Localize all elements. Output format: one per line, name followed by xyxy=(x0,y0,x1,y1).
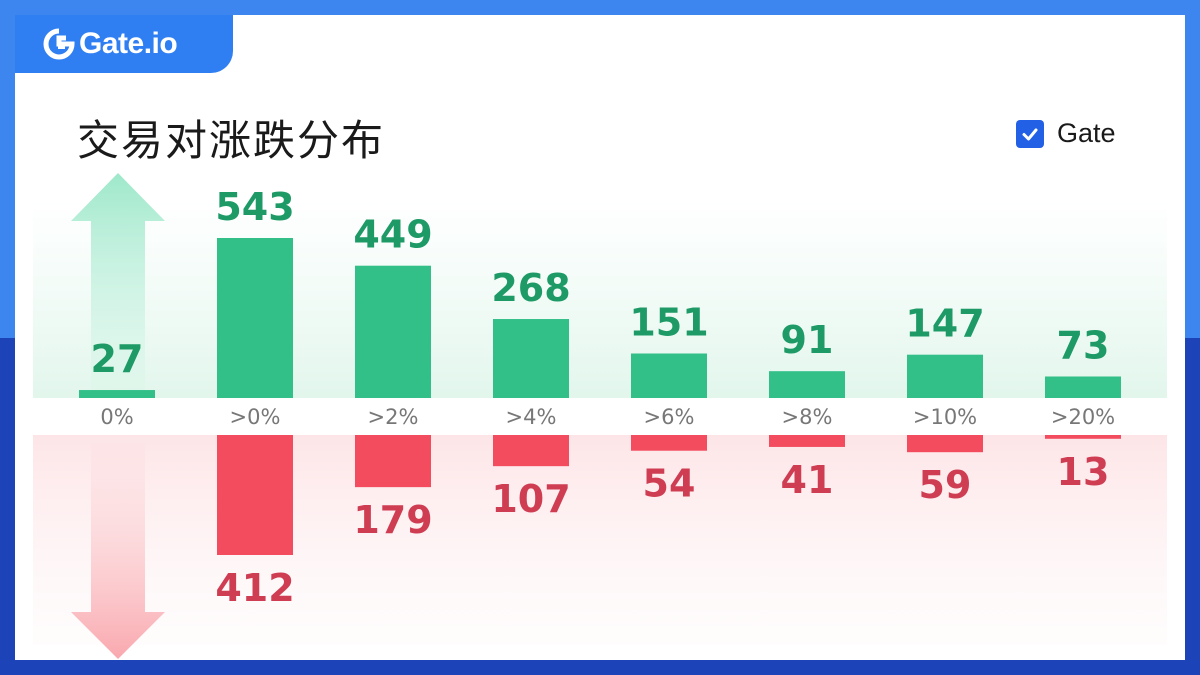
fall-value-label: 13 xyxy=(1057,450,1110,494)
fall-bar xyxy=(217,435,293,555)
rise-bar xyxy=(631,353,707,398)
rise-value-label: 147 xyxy=(905,302,984,346)
fall-bar xyxy=(493,435,569,467)
legend-gate[interactable]: Gate xyxy=(1016,118,1116,149)
legend-checkbox[interactable] xyxy=(1016,119,1044,148)
rise-bar xyxy=(769,371,845,398)
category-tick-label: >6% xyxy=(644,405,695,429)
fall-value-label: 59 xyxy=(919,463,972,507)
fall-value-label: 179 xyxy=(353,498,432,542)
check-icon xyxy=(1022,128,1038,140)
category-tick-label: >4% xyxy=(506,405,557,429)
category-tick-label: >2% xyxy=(368,405,419,429)
category-tick-label: >0% xyxy=(230,405,281,429)
rise-value-label: 449 xyxy=(353,213,432,257)
category-tick-label: >20% xyxy=(1051,405,1115,429)
brand-tab[interactable]: Gate.io xyxy=(15,15,233,73)
fall-bar xyxy=(1045,435,1121,439)
fall-value-label: 107 xyxy=(491,477,570,521)
fall-value-label: 54 xyxy=(643,462,696,506)
legend-label: Gate xyxy=(1057,118,1116,148)
category-tick-label: >10% xyxy=(913,405,977,429)
gate-logo-icon xyxy=(43,28,75,60)
category-tick-label: >8% xyxy=(782,405,833,429)
category-tick-label: 0% xyxy=(100,405,133,429)
rise-bar xyxy=(493,319,569,398)
rise-value-label: 268 xyxy=(491,266,570,310)
rise-bar xyxy=(907,354,983,398)
rise-value-label: 151 xyxy=(629,301,708,345)
fall-value-label: 41 xyxy=(781,458,834,502)
fall-zone-background xyxy=(33,435,1167,645)
rise-bar xyxy=(217,238,293,398)
rise-value-label: 91 xyxy=(781,318,834,362)
fall-bar xyxy=(769,435,845,447)
rise-value-label: 27 xyxy=(91,337,144,381)
rise-value-label: 73 xyxy=(1057,323,1110,367)
rise-bar xyxy=(1045,376,1121,398)
rise-value-label: 543 xyxy=(215,185,294,229)
up-arrow-icon xyxy=(71,173,165,392)
rise-bar xyxy=(355,265,431,398)
fall-bar xyxy=(631,435,707,451)
rise-zone-background xyxy=(33,200,1167,398)
fall-bar xyxy=(907,435,983,453)
fall-value-label: 412 xyxy=(215,566,294,610)
fall-bar xyxy=(355,435,431,488)
down-arrow-icon xyxy=(71,443,165,659)
chart-title: 交易对涨跌分布 xyxy=(77,116,386,165)
rise-bar xyxy=(79,390,155,398)
brand-logo-text: Gate.io xyxy=(79,27,178,60)
